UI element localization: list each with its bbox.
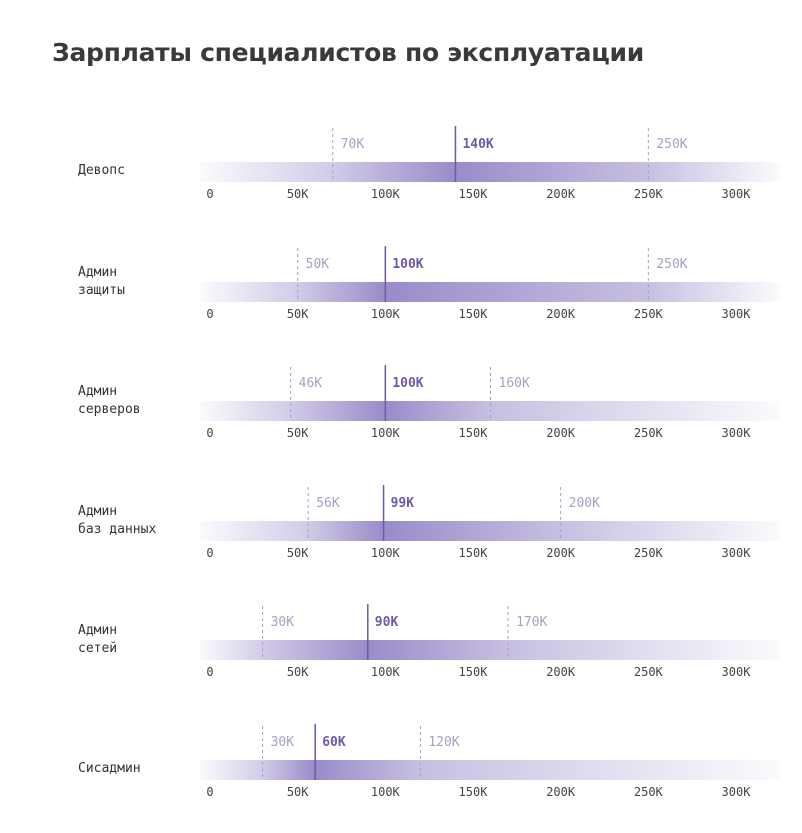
tick-label: 50K [287,307,309,321]
tick-label: 0 [206,187,213,201]
tick-label: 0 [206,665,213,679]
max-label: 200K [569,496,600,511]
tick-label: 50K [287,665,309,679]
median-label: 99K [391,496,415,511]
tick-label: 250K [634,426,664,440]
tick-label: 100K [371,307,401,321]
chart-row: Админ сетей 30K 170K 90K 0 50K 100K 150K 200K 250K… [78,604,780,679]
tick-label: 100K [371,546,401,560]
tick-label: 0 [206,307,213,321]
tick-label: 0 [206,785,213,799]
tick-label: 100K [371,665,401,679]
row-label: Админ серверов [78,384,141,417]
max-label: 120K [428,735,459,750]
min-label: 30K [271,615,295,630]
salary-range-bar [200,760,780,780]
min-label: 70K [341,137,365,152]
min-label: 46K [299,376,323,391]
median-label: 140K [462,137,493,152]
median-label: 100K [392,257,423,272]
salary-range-bar [200,401,780,421]
chart-row: Сисадмин 30K 120K 60K 0 50K 100K 150K 200K 250K 30… [78,724,780,799]
tick-label: 150K [459,187,489,201]
tick-label: 150K [459,426,489,440]
tick-label: 0 [206,546,213,560]
salary-range-bar [200,640,780,660]
tick-label: 50K [287,546,309,560]
row-label: Девопс [78,163,125,178]
tick-label: 200K [546,307,576,321]
tick-label: 150K [459,665,489,679]
tick-label: 300K [722,426,752,440]
median-label: 100K [392,376,423,391]
min-label: 56K [316,496,340,511]
tick-label: 150K [459,546,489,560]
tick-label: 300K [722,187,752,201]
tick-label: 0 [206,426,213,440]
tick-label: 200K [546,187,576,201]
min-label: 50K [306,257,330,272]
row-label: Сисадмин [78,761,141,776]
chart-row: Девопс 70K 250K 140K 0 50K 100K 150K 200K 250K 300… [78,126,780,201]
median-label: 90K [375,615,399,630]
tick-label: 200K [546,426,576,440]
median-label: 60K [322,735,346,750]
chart-row: Админ баз данных 56K 200K 99K 0 50K 100K 150K 200… [78,485,780,560]
tick-label: 100K [371,785,401,799]
tick-label: 100K [371,426,401,440]
tick-label: 250K [634,665,664,679]
max-label: 160K [499,376,530,391]
chart-row: Админ серверов 46K 160K 100K 0 50K 100K 150K 200K… [78,365,780,440]
tick-label: 50K [287,785,309,799]
tick-label: 250K [634,307,664,321]
tick-label: 150K [459,307,489,321]
max-label: 250K [656,137,687,152]
tick-label: 200K [546,785,576,799]
tick-label: 50K [287,426,309,440]
tick-label: 250K [634,187,664,201]
tick-label: 200K [546,546,576,560]
tick-label: 200K [546,665,576,679]
tick-label: 100K [371,187,401,201]
max-label: 170K [516,615,547,630]
tick-label: 300K [722,546,752,560]
chart-title: Зарплаты специалистов по эксплуатации [52,38,644,67]
tick-label: 300K [722,785,752,799]
tick-label: 250K [634,785,664,799]
tick-label: 300K [722,665,752,679]
row-label: Админ защиты [78,265,125,298]
row-label: Админ баз данных [78,504,156,537]
tick-label: 50K [287,187,309,201]
salary-range-bar [200,521,780,541]
tick-label: 150K [459,785,489,799]
max-label: 250K [656,257,687,272]
chart-row: Админ защиты 50K 250K 100K 0 50K 100K 150K 200K 25… [78,246,780,321]
row-label: Админ сетей [78,623,117,656]
tick-label: 300K [722,307,752,321]
salary-range-bar [200,162,780,182]
tick-label: 250K [634,546,664,560]
min-label: 30K [271,735,295,750]
salary-range-bar [200,282,780,302]
